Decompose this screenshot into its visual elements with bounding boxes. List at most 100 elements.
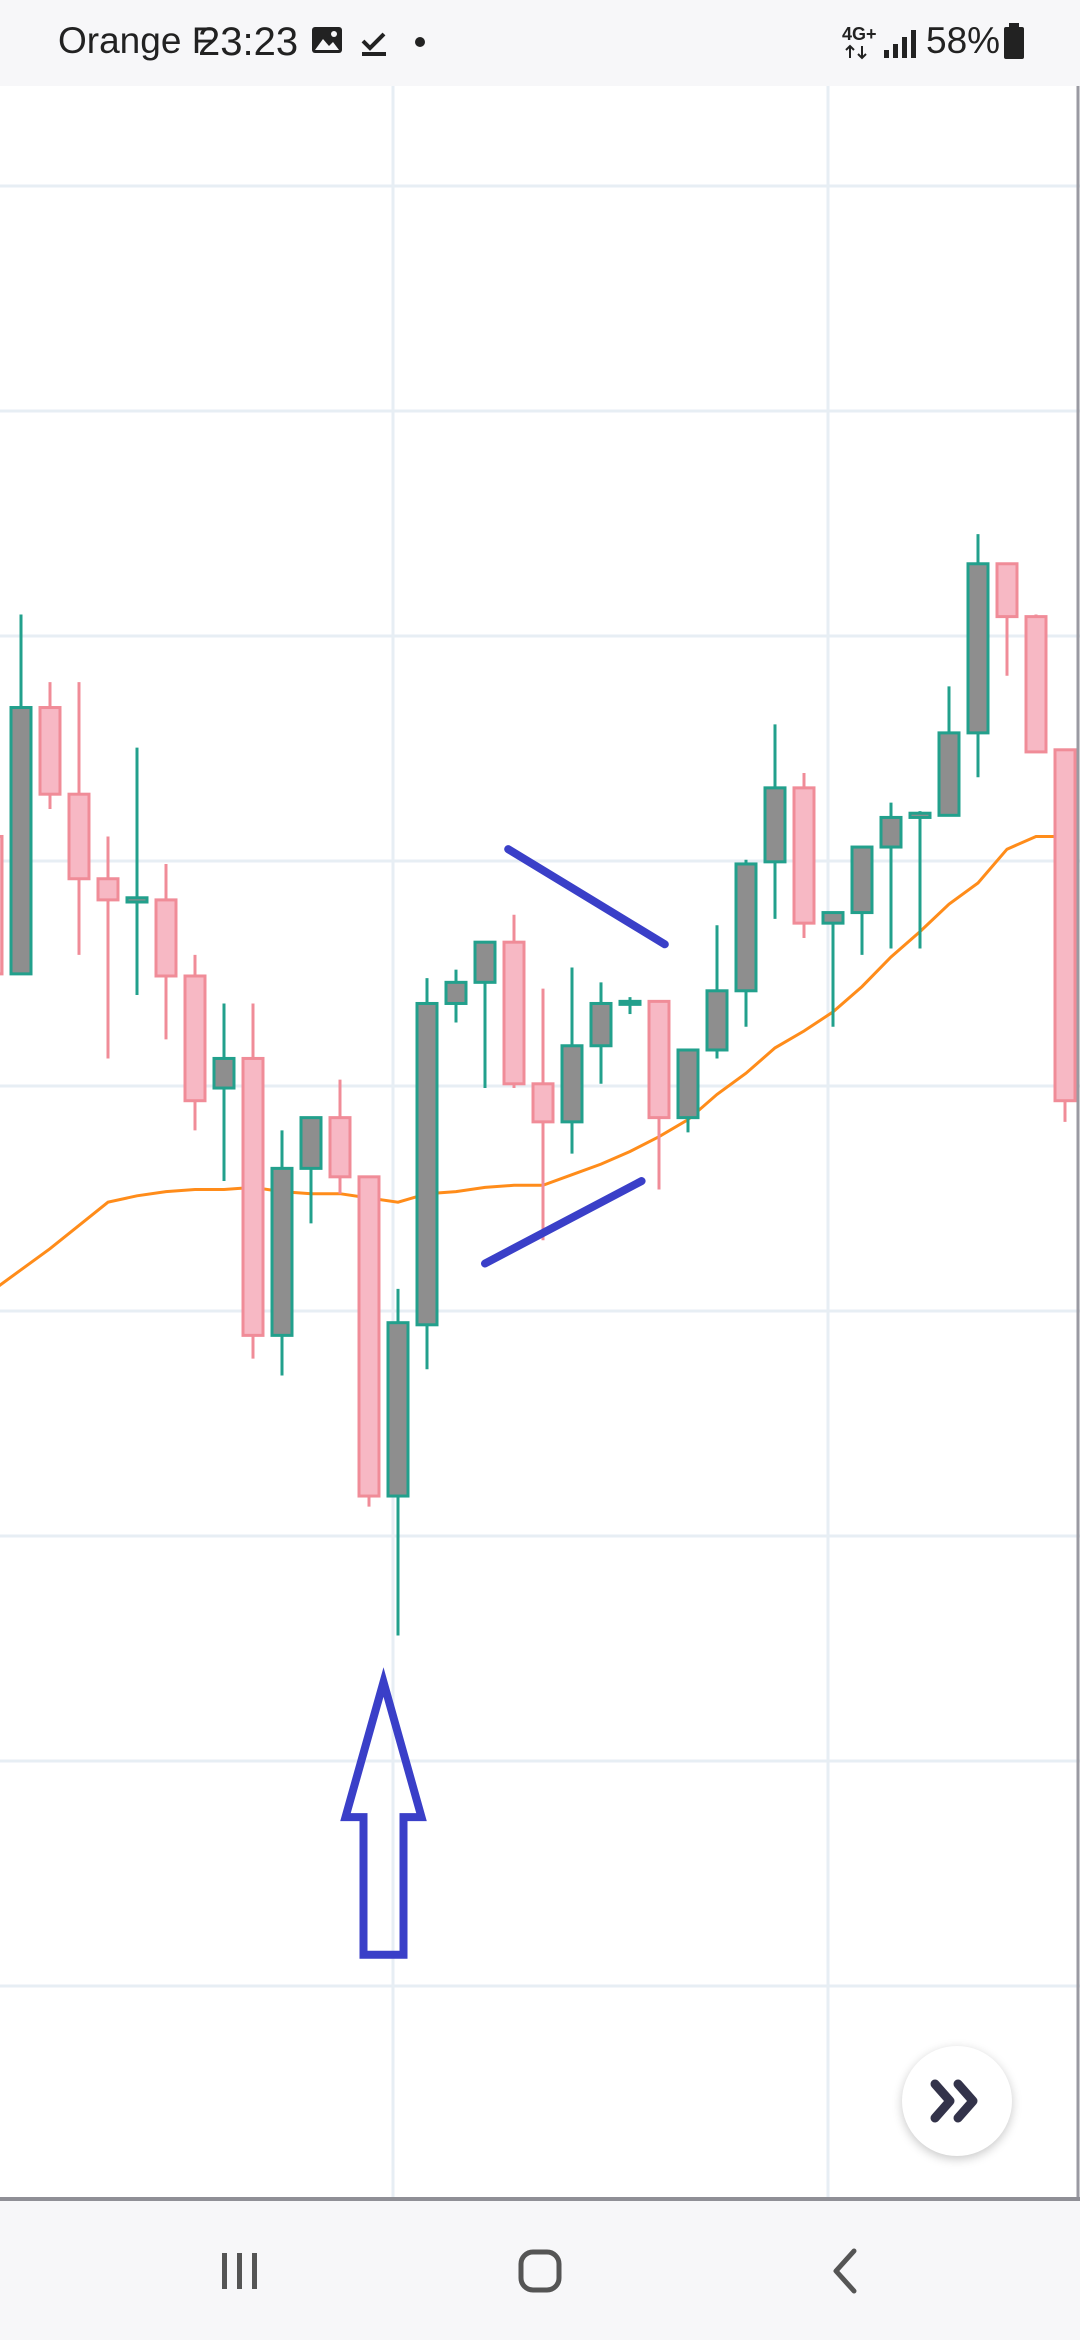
- candle-up: [473, 940, 497, 1089]
- candle-body: [966, 562, 990, 735]
- candle-body: [241, 1056, 265, 1337]
- candle-down: [792, 773, 816, 938]
- candle-down: [502, 914, 526, 1089]
- candle-up: [589, 982, 613, 1084]
- network-arrows-icon: [845, 44, 867, 60]
- candle-body: [473, 940, 497, 984]
- moving-average-line: [0, 835, 1065, 1288]
- candle-down: [1053, 748, 1077, 1122]
- home-button[interactable]: [485, 2231, 595, 2311]
- candle-body: [415, 1001, 439, 1327]
- candle-up: [386, 1288, 410, 1636]
- back-icon: [833, 2248, 857, 2294]
- candle-body: [531, 1082, 555, 1124]
- candle-up: [618, 997, 642, 1015]
- candles-layer: [0, 534, 1077, 1636]
- candle-up: [821, 911, 845, 1027]
- candle-up: [734, 859, 758, 1027]
- candle-up: [125, 747, 149, 996]
- annotations-layer: [340, 845, 669, 1959]
- candle-up: [444, 969, 468, 1023]
- candle-down: [241, 1003, 265, 1359]
- candle-body: [67, 792, 91, 881]
- status-bar: Orange F 23:23 4G+ 58%: [0, 0, 1080, 86]
- chart-area[interactable]: [0, 86, 1080, 2200]
- candle-body: [212, 1056, 236, 1090]
- candle-down: [154, 863, 178, 1040]
- candle-down: [647, 999, 671, 1190]
- candle-down: [183, 954, 207, 1131]
- candle-body: [705, 989, 729, 1052]
- candle-up: [676, 1048, 700, 1133]
- candle-up: [705, 925, 729, 1059]
- network-4g-icon: 4G+: [842, 24, 877, 44]
- recent-apps-icon: [222, 2253, 257, 2289]
- candle-body: [792, 786, 816, 925]
- chart-grid: [0, 86, 1080, 2200]
- candle-up: [415, 978, 439, 1370]
- battery-percent: 58%: [926, 20, 1001, 61]
- candle-up: [966, 534, 990, 778]
- candle-body: [502, 940, 526, 1086]
- candle-body: [125, 896, 149, 904]
- back-button[interactable]: [790, 2231, 900, 2311]
- candle-body: [1024, 615, 1048, 754]
- candle-up: [270, 1130, 294, 1376]
- candle-body: [154, 898, 178, 978]
- candle-body: [183, 974, 207, 1103]
- candle-down: [995, 562, 1019, 676]
- candle-body: [734, 862, 758, 993]
- candle-body: [879, 815, 903, 849]
- candle-body: [618, 999, 642, 1006]
- candle-body: [560, 1044, 584, 1124]
- candle-body: [937, 731, 961, 817]
- candle-down: [38, 682, 62, 809]
- chart-bottom-border: [0, 2197, 1080, 2201]
- arrow-up-annotation: [340, 1667, 427, 1959]
- candle-down: [1024, 614, 1048, 754]
- candle-body: [9, 706, 33, 976]
- candle-down: [0, 834, 4, 976]
- trendline-annotation: [504, 845, 669, 949]
- signal-icon: [884, 30, 916, 58]
- moving-average-layer: [0, 835, 1065, 1288]
- candle-down: [531, 988, 555, 1241]
- scroll-to-latest-button[interactable]: [902, 2046, 1012, 2156]
- recent-apps-button[interactable]: [184, 2231, 294, 2311]
- candlestick-chart[interactable]: [0, 86, 1080, 2200]
- candle-up: [908, 811, 932, 949]
- candle-up: [879, 802, 903, 949]
- candle-up: [850, 845, 874, 955]
- candle-body: [676, 1048, 700, 1120]
- candle-body: [299, 1116, 323, 1170]
- battery-icon: [1004, 23, 1024, 59]
- candle-up: [212, 1003, 236, 1182]
- candle-up: [560, 967, 584, 1154]
- candle-body: [96, 877, 120, 902]
- candle-up: [763, 724, 787, 919]
- candle-body: [850, 845, 874, 915]
- home-icon: [518, 2249, 562, 2293]
- double-chevron-right-icon: [930, 2079, 978, 2123]
- trendline-annotation: [481, 1177, 646, 1268]
- candle-up: [9, 614, 33, 976]
- clock: 23:23: [198, 20, 299, 64]
- candle-body: [0, 834, 4, 976]
- candle-down: [67, 682, 91, 955]
- candle-body: [1053, 748, 1077, 1103]
- candle-body: [589, 1001, 613, 1048]
- candle-down: [96, 836, 120, 1059]
- candle-body: [386, 1321, 410, 1498]
- carrier-name: Orange F: [58, 20, 215, 61]
- candle-body: [821, 911, 845, 925]
- navigation-bar: [0, 2201, 1080, 2340]
- candle-body: [270, 1166, 294, 1337]
- download-done-icon: [361, 32, 386, 56]
- candle-body: [444, 980, 468, 1005]
- candle-body: [357, 1175, 381, 1498]
- candle-up: [937, 686, 961, 817]
- candle-up: [299, 1116, 323, 1224]
- candle-body: [328, 1116, 352, 1179]
- candle-body: [763, 786, 787, 864]
- dot-icon: [415, 37, 425, 47]
